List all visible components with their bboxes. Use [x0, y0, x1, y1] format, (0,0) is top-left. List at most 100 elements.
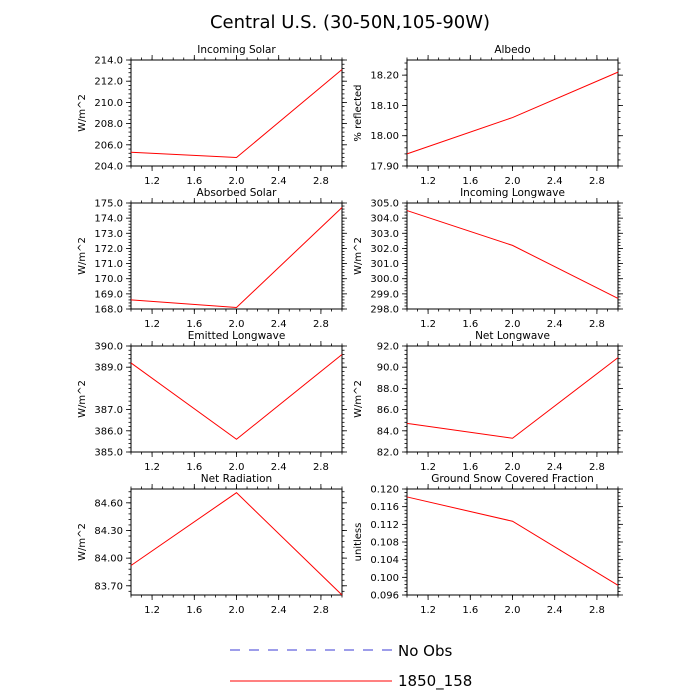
x-tick-label: 1.2: [144, 319, 160, 330]
panel-title: Absorbed Solar: [197, 187, 278, 199]
y-tick-label: 18.00: [370, 131, 399, 142]
y-tick-label: 172.0: [94, 244, 123, 255]
plot-frame: [130, 59, 343, 167]
y-tick-label: 83.70: [94, 581, 123, 592]
y-tick-label: 0.104: [370, 555, 399, 566]
y-tick-label: 18.10: [370, 101, 399, 112]
series-line-1850_158: [130, 354, 343, 440]
panel-4: 1.2 1.6 2.0 2.4 2.8 298.0 299.0 300.0 301.0 302.0…: [353, 187, 623, 330]
x-tick-label: 2.8: [313, 605, 329, 616]
y-tick-label: 298.0: [370, 305, 399, 316]
series-line-1850_158: [130, 207, 343, 309]
y-tick-label: 84.60: [94, 498, 123, 509]
y-tick-label: 204.0: [94, 162, 123, 173]
y-tick-label: 173.0: [94, 229, 123, 240]
x-tick-label: 2.8: [589, 319, 605, 330]
x-tick-label: 1.6: [186, 176, 202, 187]
panel-7: 1.2 1.6 2.0 2.4 2.8 83.70 84.00 84.30 84.60 Net R…: [77, 473, 347, 616]
x-tick-label: 1.6: [186, 462, 202, 473]
y-tick-label: 0.100: [370, 573, 399, 584]
x-tick-label: 1.6: [462, 319, 478, 330]
y-tick-label: 389.0: [94, 363, 123, 374]
y-tick-label: 208.0: [94, 119, 123, 130]
y-tick-label: 169.0: [94, 289, 123, 300]
y-axis-label: W/m^2: [77, 94, 88, 132]
x-tick-label: 2.4: [547, 176, 563, 187]
y-tick-label: 84.30: [94, 526, 123, 537]
y-tick-label: 386.0: [94, 426, 123, 437]
x-tick-label: 2.4: [547, 319, 563, 330]
x-tick-label: 1.6: [462, 176, 478, 187]
y-tick-label: 385.0: [94, 448, 123, 459]
x-tick-label: 1.6: [186, 605, 202, 616]
panel-title: Ground Snow Covered Fraction: [431, 473, 594, 485]
y-tick-label: 302.0: [370, 244, 399, 255]
y-tick-label: 84.0: [377, 426, 399, 437]
x-tick-label: 2.8: [313, 319, 329, 330]
y-tick-label: 212.0: [94, 77, 123, 88]
y-tick-label: 303.0: [370, 229, 399, 240]
plot-frame: [130, 202, 343, 310]
x-tick-label: 1.6: [462, 462, 478, 473]
x-tick-label: 2.0: [229, 605, 245, 616]
plot-frame: [130, 488, 343, 596]
x-tick-label: 2.8: [589, 176, 605, 187]
x-tick-label: 2.4: [271, 605, 287, 616]
y-tick-label: 0.120: [370, 485, 399, 496]
y-tick-label: 0.108: [370, 538, 399, 549]
y-tick-label: 0.116: [370, 502, 399, 513]
panel-title: Incoming Longwave: [460, 187, 565, 199]
y-axis-label: W/m^2: [77, 237, 88, 275]
plot-frame: [406, 345, 619, 453]
y-tick-label: 18.20: [370, 71, 399, 82]
y-tick-label: 170.0: [94, 274, 123, 285]
panel-title: Albedo: [494, 44, 530, 56]
y-tick-label: 0.096: [370, 591, 399, 602]
plot-frame: [406, 488, 619, 596]
series-line-1850_158: [130, 492, 343, 596]
panel-title: Net Longwave: [475, 330, 550, 342]
x-tick-label: 1.2: [420, 605, 436, 616]
x-tick-label: 2.8: [589, 462, 605, 473]
series-line-1850_158: [406, 496, 619, 586]
y-tick-label: 299.0: [370, 289, 399, 300]
y-tick-label: 168.0: [94, 305, 123, 316]
series-line-1850_158: [406, 210, 619, 299]
y-axis-label: W/m^2: [77, 380, 88, 418]
y-tick-label: 305.0: [370, 199, 399, 210]
y-axis-label: W/m^2: [353, 380, 364, 418]
y-tick-label: 390.0: [94, 342, 123, 353]
series-line-1850_158: [406, 357, 619, 439]
series-line-1850_158: [406, 71, 619, 155]
figure-title: Central U.S. (30-50N,105-90W): [210, 12, 490, 33]
y-axis-label: W/m^2: [77, 523, 88, 561]
y-tick-label: 0.112: [370, 520, 399, 531]
y-axis-label: % reflected: [353, 84, 364, 141]
y-tick-label: 171.0: [94, 259, 123, 270]
x-tick-label: 2.4: [547, 605, 563, 616]
x-tick-label: 1.6: [186, 319, 202, 330]
x-tick-label: 2.4: [547, 462, 563, 473]
x-tick-label: 2.8: [589, 605, 605, 616]
plot-frame: [406, 59, 619, 167]
panel-2: 1.2 1.6 2.0 2.4 2.8 17.90 18.00 18.10 18.20 Albed…: [353, 44, 623, 187]
x-tick-label: 1.6: [462, 605, 478, 616]
y-tick-label: 206.0: [94, 140, 123, 151]
y-tick-label: 210.0: [94, 98, 123, 109]
y-tick-label: 86.0: [377, 405, 399, 416]
y-tick-label: 82.0: [377, 448, 399, 459]
x-tick-label: 2.0: [505, 176, 521, 187]
y-tick-label: 214.0: [94, 56, 123, 67]
x-tick-label: 2.4: [271, 462, 287, 473]
y-tick-label: 301.0: [370, 259, 399, 270]
y-tick-label: 387.0: [94, 405, 123, 416]
x-tick-label: 2.0: [505, 319, 521, 330]
x-tick-label: 2.4: [271, 176, 287, 187]
panel-title: Emitted Longwave: [188, 330, 286, 342]
panels: 1.2 1.6 2.0 2.4 2.8 204.0 206.0 208.0 210.0 212.0…: [77, 44, 623, 616]
y-tick-label: 90.0: [377, 363, 399, 374]
y-tick-label: 304.0: [370, 214, 399, 225]
x-tick-label: 2.0: [229, 176, 245, 187]
y-tick-label: 84.00: [94, 554, 123, 565]
